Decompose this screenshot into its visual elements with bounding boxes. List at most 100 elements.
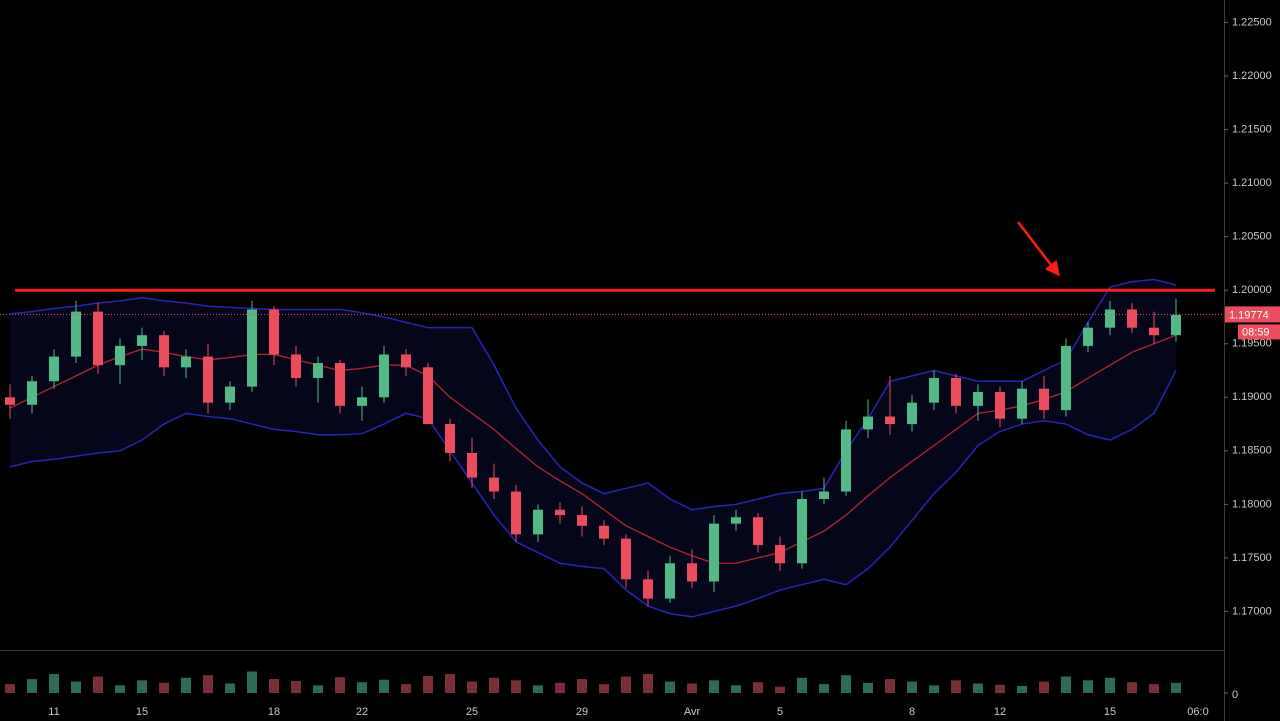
volume-bar (1061, 676, 1071, 693)
volume-bar (93, 676, 103, 693)
candle-body (401, 354, 411, 368)
candle-body (423, 367, 433, 425)
volume-bar (489, 677, 499, 693)
candle-body (907, 402, 917, 425)
y-tick-label: 1.20500 (1232, 231, 1272, 243)
volume-bar (269, 679, 279, 693)
volume-bar (225, 683, 235, 693)
candle-body (357, 397, 367, 406)
x-tick-label: 8 (909, 706, 915, 718)
candle-body (93, 311, 103, 366)
candle-body (1127, 309, 1137, 328)
candle-body (1017, 388, 1027, 419)
volume-bar (357, 682, 367, 693)
volume-bar (203, 675, 213, 693)
volume-bar (137, 680, 147, 693)
y-tick-label: 1.17500 (1232, 552, 1272, 564)
candle-body (709, 523, 719, 582)
y-tick-label: 1.17000 (1232, 605, 1272, 617)
x-tick-label: 06:0 (1187, 706, 1208, 718)
volume-bar (973, 683, 983, 693)
x-tick-label: 29 (576, 706, 588, 718)
y-tick-label: 1.21500 (1232, 123, 1272, 135)
volume-bar (665, 681, 675, 693)
candle-body (445, 424, 455, 453)
volume-tick-label: 0 (1232, 689, 1238, 701)
x-tick-label: 22 (356, 706, 368, 718)
candle-body (885, 416, 895, 425)
candle-body (995, 391, 1005, 419)
volume-bar (555, 682, 565, 693)
volume-bar (731, 685, 741, 693)
countdown-box (1238, 324, 1280, 340)
volume-bar (247, 671, 257, 693)
candle-body (335, 363, 345, 406)
volume-bar (115, 685, 125, 693)
volume-bar (291, 680, 301, 693)
bollinger-upper (9, 278, 1177, 511)
last-price-label: 1.19774 (1229, 309, 1269, 321)
x-tick-label: 11 (48, 706, 59, 718)
volume-bar (27, 679, 37, 693)
volume-bar (533, 685, 543, 693)
candle-body (225, 386, 235, 403)
volume-bar (797, 677, 807, 693)
volume-bar (511, 680, 521, 693)
x-tick-label: 5 (777, 706, 783, 718)
volume-bar (423, 675, 433, 693)
candle-body (379, 354, 389, 398)
volume-bar (1083, 680, 1093, 693)
volume-bar (885, 679, 895, 693)
candle-body (313, 363, 323, 379)
volume-bar (687, 683, 697, 693)
candle-body (929, 378, 939, 403)
volume-bar (401, 684, 411, 693)
candle-body (951, 378, 961, 406)
volume-bar (445, 674, 455, 693)
candle-body (753, 517, 763, 546)
y-tick-label: 1.19500 (1232, 338, 1272, 350)
x-tick-label: 18 (268, 706, 280, 718)
candle-body (533, 509, 543, 535)
bollinger-lower (9, 370, 1177, 618)
y-tick-label: 1.20000 (1232, 284, 1272, 296)
volume-bar (467, 681, 477, 693)
volume-bar (313, 685, 323, 693)
candle-body (5, 397, 15, 405)
candle-body (291, 354, 301, 379)
candle-body (621, 538, 631, 580)
candle-body (467, 452, 477, 478)
volume-bar (1127, 682, 1137, 693)
volume-bar (335, 677, 345, 693)
volume-bar (71, 681, 81, 693)
volume-bar (577, 679, 587, 693)
x-tick-label: 12 (994, 706, 1006, 718)
candle-body (1105, 309, 1115, 328)
volume-bar (753, 682, 763, 693)
candle-body (973, 391, 983, 406)
candle-body (1083, 327, 1093, 346)
volume-bar (159, 682, 169, 693)
candle-body (863, 416, 873, 430)
volume-bar (1171, 682, 1181, 693)
volume-bar (951, 680, 961, 693)
candle-body (247, 309, 257, 387)
candle-body (71, 311, 81, 357)
volume-bar (775, 686, 785, 693)
volume-bar (181, 677, 191, 693)
candle-body (203, 356, 213, 403)
x-tick-label: Avr (684, 706, 701, 718)
candle-body (49, 356, 59, 382)
candle-body (665, 563, 675, 599)
candle-body (1149, 327, 1159, 336)
candle-body (489, 477, 499, 492)
volume-bar (819, 684, 829, 693)
x-tick-label: 25 (466, 706, 478, 718)
volume-bar (841, 675, 851, 693)
candle-body (577, 515, 587, 526)
candle-body (1061, 345, 1071, 411)
volume-bar (621, 676, 631, 693)
candle-body (775, 545, 785, 564)
